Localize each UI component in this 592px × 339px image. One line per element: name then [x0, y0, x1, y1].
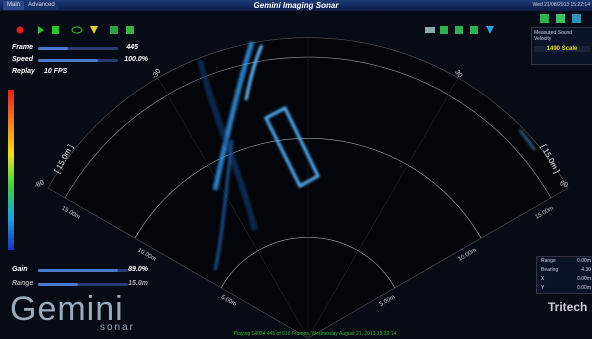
frame-slider[interactable]: [38, 47, 118, 50]
speed-label: Speed: [12, 56, 34, 63]
logo-name: Gemini: [10, 290, 124, 328]
range-slider[interactable]: [38, 283, 128, 286]
tool-button[interactable]: [455, 26, 463, 34]
replay-value: 10 FPS: [44, 68, 68, 75]
echo: [197, 41, 537, 271]
tool-button[interactable]: [425, 27, 435, 33]
save-button[interactable]: [126, 26, 134, 34]
marker-button[interactable]: [90, 26, 98, 34]
color-scale: [8, 90, 14, 250]
app-title: Gemini Imaging Sonar: [253, 1, 339, 10]
distance-label: 15.00m: [60, 206, 80, 221]
frame-label: Frame: [12, 44, 34, 51]
cursor-label: X: [541, 276, 545, 282]
speed-slider[interactable]: [38, 59, 118, 62]
cursor-label: Y: [541, 285, 545, 291]
bearing-line: [307, 77, 459, 339]
loop-button[interactable]: [71, 26, 83, 34]
tool-button[interactable]: [470, 26, 478, 34]
replay-label: Replay: [12, 68, 35, 75]
open-button[interactable]: [110, 26, 118, 34]
distance-label: 5.00m: [220, 294, 237, 308]
bearing-line: [157, 77, 309, 339]
speed-value: 100.0%: [124, 56, 148, 63]
tool-button[interactable]: [540, 14, 549, 23]
cursor-value: 0.00m: [577, 258, 591, 264]
tool-button[interactable]: [556, 14, 565, 23]
stop-button[interactable]: [52, 26, 59, 34]
brand: Tritech: [548, 300, 588, 314]
tool-button[interactable]: [440, 26, 448, 34]
logo-sub: sonar: [100, 322, 136, 333]
bearing-label: -30: [151, 68, 163, 80]
tool-button[interactable]: [486, 26, 494, 34]
distance-label: 15.00m: [534, 206, 554, 221]
cursor-value: 0.00m: [577, 285, 591, 291]
cursor-label: Range: [541, 258, 556, 264]
cursor-value: 4.30: [581, 267, 591, 273]
status-bar: Playing 14034 445 of 516 Frames, Wednesd…: [233, 331, 397, 337]
datetime: Wed 21/08/2013 15:22:14: [532, 2, 590, 8]
gain-label: Gain: [12, 266, 28, 273]
tab[interactable]: Main: [3, 1, 25, 10]
toolbar: [16, 14, 581, 34]
distance-label: 5.00m: [379, 294, 396, 308]
tab[interactable]: Advanced: [24, 1, 59, 10]
gain-slider[interactable]: [38, 269, 128, 272]
frame-value: 445: [126, 44, 138, 51]
tool-button[interactable]: [572, 14, 581, 23]
bearing-label: 60: [559, 180, 569, 190]
gain-value: 89.0%: [128, 266, 148, 273]
distance-label: 10.00m: [136, 248, 156, 263]
bearing-label: -60: [33, 179, 45, 190]
cursor-panel: Range 0.00m Bearing 4.30 X 0.00m Y 0.00m: [536, 256, 592, 294]
sound-velocity-value: 1490 Scale: [534, 46, 590, 52]
range-value: 15.0m: [128, 280, 148, 287]
play-button[interactable]: [38, 26, 44, 34]
sound-velocity-label: Measured Sound Velocity: [534, 30, 573, 42]
cursor-value: 0.00m: [577, 276, 591, 282]
title-bar: [0, 0, 592, 11]
range-label: Range: [12, 280, 34, 287]
bearing-label: 30: [453, 69, 463, 79]
sound-velocity-panel: Measured Sound Velocity 1490 Scale: [531, 27, 592, 65]
cursor-label: Bearing: [541, 267, 559, 273]
record-button[interactable]: [16, 26, 24, 34]
